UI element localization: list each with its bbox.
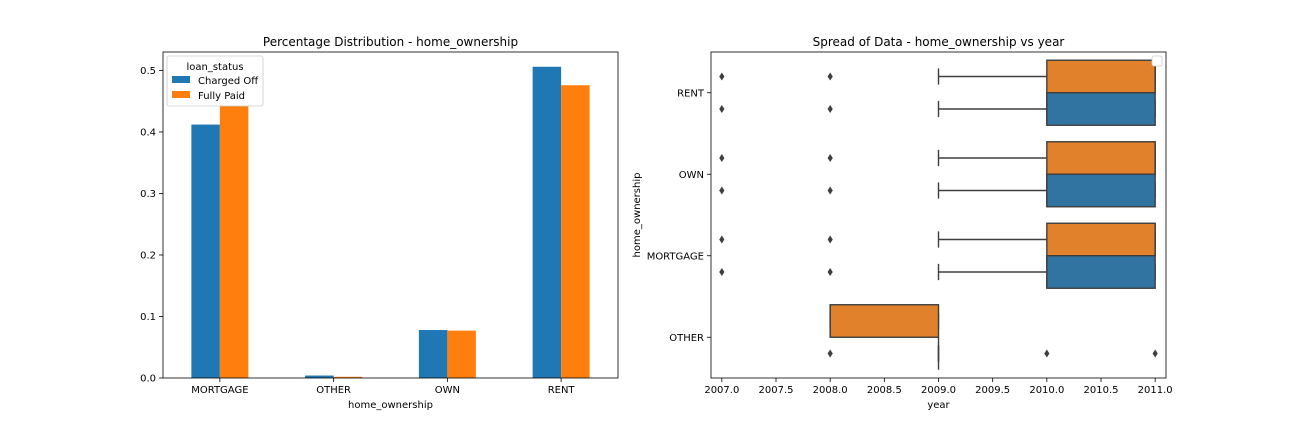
x-tick-label: 2007.0 xyxy=(704,385,739,396)
bar-charged-off-mortgage xyxy=(191,124,220,378)
y-tick-label: 0.2 xyxy=(140,250,156,261)
outlier-charged-off-other xyxy=(827,349,833,358)
box-fully-paid-rent xyxy=(1046,59,1156,94)
box-y-ticks: RENT OWN MORTGAGE OTHER xyxy=(647,88,711,344)
box-fully-paid-other xyxy=(829,304,940,338)
x-tick-label: 2009.0 xyxy=(921,385,956,396)
bar-y-ticks: 0.0 0.1 0.2 0.3 0.4 0.5 xyxy=(140,66,163,385)
box-chart: Spread of Data - home_ownership vs year … xyxy=(632,35,1173,411)
box-marks xyxy=(719,59,1158,370)
bar-charged-off-other xyxy=(305,375,334,378)
x-tick-label-own: OWN xyxy=(435,385,460,396)
legend-frame xyxy=(166,55,264,107)
outlier-charged-off-rent xyxy=(827,105,833,113)
x-tick-label: 2011.0 xyxy=(1138,385,1173,396)
outlier-charged-off-mortgage xyxy=(827,268,833,276)
x-tick-label-other: OTHER xyxy=(316,385,351,396)
outlier-charged-off-other xyxy=(1152,349,1158,358)
legend-swatch-charged-off xyxy=(172,76,190,83)
outlier-charged-off-own xyxy=(827,186,833,195)
box-fully-paid-own xyxy=(1046,141,1156,175)
x-tick-label-rent: RENT xyxy=(548,385,576,396)
bar-x-axis-label: home_ownership xyxy=(348,400,433,411)
legend-swatch-fully-paid xyxy=(172,91,190,98)
box-fully-paid-mortgage xyxy=(1046,222,1156,257)
bar-x-ticks: MORTGAGE OTHER OWN RENT xyxy=(191,378,575,396)
box-x-ticks: 2007.0 2007.5 2008.0 2008.5 2009.0 2009.5 2010… xyxy=(704,378,1173,396)
box-plot-frame xyxy=(710,51,1167,379)
box-charged-off-own xyxy=(1046,173,1156,208)
box-chart-title: Spread of Data - home_ownership vs year xyxy=(813,35,1065,49)
y-tick-label-other: OTHER xyxy=(669,333,704,344)
bar-legend: loan_status Charged Off Fully Paid xyxy=(166,55,264,107)
box-charged-off-rent xyxy=(1046,92,1156,126)
outlier-fully-paid-mortgage xyxy=(719,235,725,244)
y-tick-label: 0.3 xyxy=(140,189,156,200)
bar-fully-paid-rent xyxy=(561,85,590,379)
y-tick-label: 0.5 xyxy=(140,66,156,77)
y-tick-label: 0.0 xyxy=(140,374,156,385)
x-tick-label: 2010.5 xyxy=(1084,385,1119,396)
bar-fully-paid-mortgage xyxy=(219,105,249,378)
outlier-charged-off-own xyxy=(719,186,725,195)
y-tick-label: 0.4 xyxy=(140,127,156,138)
y-tick-label-own: OWN xyxy=(679,170,704,181)
bar-chart-title: Percentage Distribution - home_ownership xyxy=(263,35,518,49)
bar-plot-frame xyxy=(162,51,619,379)
x-tick-label: 2008.5 xyxy=(867,385,902,396)
outlier-charged-off-other xyxy=(1044,349,1050,358)
outlier-fully-paid-rent xyxy=(827,72,833,81)
bar-charged-off-rent xyxy=(532,66,562,378)
y-tick-label-mortgage: MORTGAGE xyxy=(647,251,704,262)
bar-fully-paid-own xyxy=(447,330,476,378)
x-tick-label: 2008.0 xyxy=(813,385,848,396)
legend-label-charged-off: Charged Off xyxy=(198,76,259,87)
outlier-charged-off-rent xyxy=(719,105,725,113)
outlier-fully-paid-own xyxy=(719,154,725,162)
legend-title: loan_status xyxy=(186,62,243,73)
y-tick-label-rent: RENT xyxy=(677,88,705,99)
bar-marks xyxy=(191,66,590,379)
outlier-fully-paid-own xyxy=(827,154,833,162)
x-tick-label: 2009.5 xyxy=(975,385,1010,396)
bar-chart: Percentage Distribution - home_ownership… xyxy=(140,35,619,411)
box-y-axis-label: home_ownership xyxy=(632,173,643,258)
outlier-charged-off-mortgage xyxy=(719,268,725,276)
box-charged-off-mortgage xyxy=(1046,255,1156,289)
x-tick-label-mortgage: MORTGAGE xyxy=(191,385,248,396)
box-x-axis-label: year xyxy=(927,400,950,411)
x-tick-label: 2007.5 xyxy=(759,385,794,396)
y-tick-label: 0.1 xyxy=(140,312,156,323)
box-legend-empty xyxy=(1151,55,1163,67)
bar-charged-off-own xyxy=(418,330,448,378)
bar-fully-paid-other xyxy=(333,376,363,378)
legend-label-fully-paid: Fully Paid xyxy=(198,91,245,102)
outlier-fully-paid-rent xyxy=(719,72,725,81)
x-tick-label: 2010.0 xyxy=(1029,385,1064,396)
outlier-fully-paid-mortgage xyxy=(827,235,833,244)
